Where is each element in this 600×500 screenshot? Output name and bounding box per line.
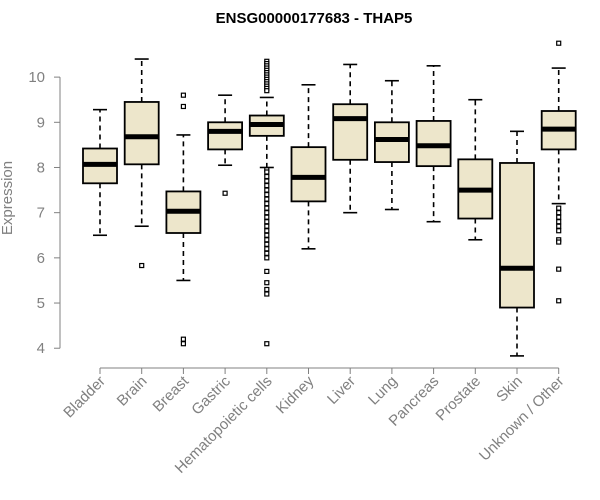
box-hematopoietic-cells	[248, 58, 285, 347]
x-tick-label: Breast	[150, 372, 193, 415]
outlier-point	[264, 191, 270, 198]
y-tick-label: 4	[37, 340, 45, 357]
outlier-point	[180, 103, 186, 110]
x-tick-label: Kidney	[273, 372, 318, 417]
y-tick-label: 6	[37, 250, 45, 267]
y-tick-label: 8	[37, 159, 45, 176]
outlier-point	[264, 169, 270, 175]
outlier-point	[264, 88, 270, 94]
outlier-point	[180, 92, 186, 98]
y-tick-label: 9	[37, 114, 45, 131]
outlier-point	[264, 232, 270, 238]
box-bladder	[82, 108, 118, 237]
outlier-point	[556, 205, 562, 211]
iqr-box	[207, 121, 244, 151]
outlier-point	[264, 173, 270, 180]
outlier-point	[264, 223, 270, 229]
outlier-point	[556, 219, 562, 225]
outlier-point	[556, 210, 562, 216]
outlier-point	[264, 178, 270, 184]
x-tick-label: Bladder	[60, 373, 109, 422]
outlier-point	[264, 255, 270, 261]
boxes	[82, 40, 577, 357]
box-liver	[332, 63, 369, 214]
y-axis: 4 5 6 7 8 9 10	[28, 69, 61, 357]
y-tick-label: 10	[28, 69, 45, 86]
outlier-point	[556, 298, 562, 304]
outlier-point	[264, 286, 270, 293]
iqr-box	[373, 121, 410, 163]
outlier-point	[264, 205, 270, 211]
outlier-point	[264, 341, 270, 347]
outlier-point	[264, 182, 270, 189]
x-tick-label: Skin	[493, 373, 526, 406]
outlier-point	[264, 201, 270, 207]
box-pancreas	[415, 65, 452, 223]
box-prostate	[457, 98, 494, 241]
x-tick-label: Brain	[114, 373, 151, 410]
chart-title: ENSG00000177683 - THAP5	[216, 10, 413, 27]
box-kidney	[290, 83, 327, 250]
outlier-point	[180, 341, 186, 347]
box-lung	[373, 79, 410, 211]
outlier-point	[264, 219, 270, 225]
outlier-point	[264, 214, 270, 220]
iqr-box	[499, 162, 535, 309]
y-tick-label: 7	[37, 205, 45, 222]
outlier-point	[264, 241, 270, 247]
box-breast	[165, 92, 202, 347]
outlier-point	[139, 262, 145, 269]
outlier-point	[556, 40, 562, 46]
x-tick-label: Liver	[324, 373, 359, 408]
outlier-point	[264, 268, 270, 275]
outlier-point	[264, 228, 270, 234]
outlier-point	[556, 223, 562, 229]
y-axis-title: Expression	[0, 161, 16, 235]
outlier-point	[556, 228, 562, 234]
iqr-box	[332, 103, 369, 161]
y-tick-label: 5	[37, 295, 45, 312]
box-gastric	[207, 94, 244, 196]
outlier-point	[264, 187, 270, 193]
outlier-point	[222, 190, 228, 196]
outlier-point	[264, 280, 270, 286]
x-tick-label: Prostate	[433, 373, 485, 425]
iqr-box	[290, 146, 327, 203]
box-skin	[499, 130, 535, 357]
outlier-point	[264, 210, 270, 216]
iqr-box	[123, 101, 160, 166]
outlier-point	[556, 214, 562, 220]
box-brain	[123, 58, 160, 269]
outlier-point	[264, 250, 270, 256]
outlier-point	[556, 239, 562, 245]
outlier-point	[264, 196, 270, 202]
outlier-point	[264, 246, 270, 252]
outlier-point	[180, 336, 186, 342]
x-tick-label: Lung	[365, 373, 401, 409]
outlier-point	[556, 266, 562, 272]
outlier-point	[264, 237, 270, 243]
outlier-point	[264, 291, 270, 297]
box-unknown-other	[540, 40, 577, 304]
